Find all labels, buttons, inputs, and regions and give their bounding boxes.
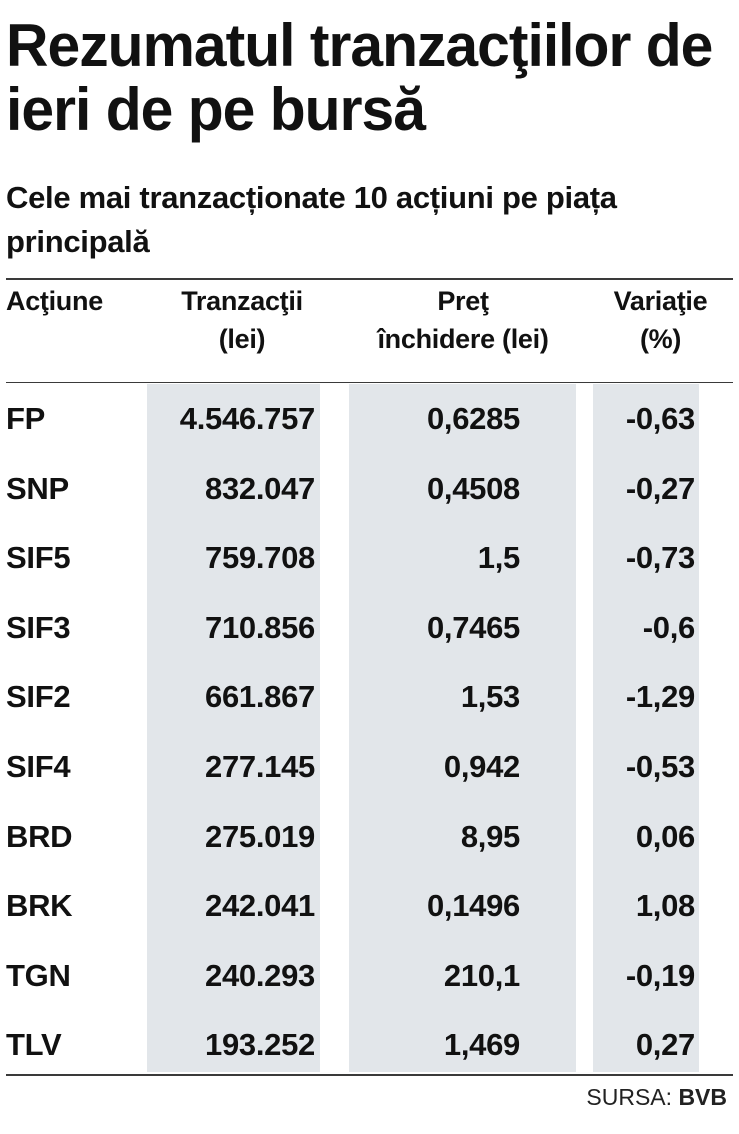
cell-change: -0,73 [625, 540, 695, 576]
cell-value: 4.546.757 [179, 401, 316, 436]
cell-symbol: SNP [6, 470, 69, 506]
header-tranzactii-line2: (lei) [218, 324, 266, 354]
header-actiune: Acţiune [6, 282, 103, 320]
cell-value: 832.047 [205, 470, 315, 506]
table-row: SIF2 661.867 1,53 -1,29 [0, 664, 739, 734]
table-row: FP 4.546.757 0,6285 -0,63 [0, 386, 739, 456]
transactions-table: Acţiune Tranzacţii (lei) Preţ închidere … [0, 282, 739, 1074]
cell-value: 242.041 [205, 888, 315, 924]
table-bottom-rule [6, 1074, 733, 1076]
header-variatie-line1: Variaţie [613, 286, 708, 316]
cell-symbol: BRK [6, 888, 73, 924]
cell-value: 275.019 [205, 818, 315, 854]
cell-symbol: FP [6, 401, 46, 436]
cell-price: 1,5 [477, 540, 521, 576]
cell-price: 0,1496 [426, 888, 520, 924]
column-shading-variatie [593, 384, 699, 1072]
source-note: SURSA: BVB [586, 1082, 727, 1112]
header-pret-line1: Preţ [437, 286, 489, 316]
table-row: SNP 832.047 0,4508 -0,27 [0, 456, 739, 526]
source-name: BVB [678, 1084, 727, 1110]
table-row: TGN 240.293 210,1 -0,19 [0, 943, 739, 1013]
cell-symbol: BRD [6, 818, 73, 854]
header-variatie-line2: (%) [639, 324, 682, 354]
cell-value: 661.867 [205, 679, 315, 715]
cell-value: 759.708 [205, 540, 315, 576]
cell-price: 1,469 [443, 1027, 520, 1063]
table-row: SIF4 277.145 0,942 -0,53 [0, 734, 739, 804]
cell-value: 277.145 [205, 748, 315, 784]
header-variatie: Variaţie (%) [588, 282, 733, 358]
cell-symbol: SIF5 [6, 540, 71, 576]
column-shading-pret [349, 384, 576, 1072]
header-pret-line2: închidere (lei) [377, 324, 549, 354]
table-top-rule [6, 278, 733, 280]
cell-change: 0,27 [635, 1027, 695, 1063]
table-row: TLV 193.252 1,469 0,27 [0, 1012, 739, 1082]
cell-value: 193.252 [205, 1027, 315, 1063]
cell-symbol: SIF3 [6, 609, 71, 645]
header-pret: Preţ închidere (lei) [338, 282, 588, 358]
cell-change: -0,53 [625, 748, 695, 784]
cell-change: 0,06 [635, 818, 695, 854]
cell-price: 0,942 [443, 748, 520, 784]
column-shading-tranzactii [147, 384, 320, 1072]
source-label: SURSA: [586, 1084, 673, 1110]
cell-price: 0,7465 [426, 609, 520, 645]
table-row: BRD 275.019 8,95 0,06 [0, 804, 739, 874]
cell-price: 210,1 [443, 957, 520, 993]
cell-price: 1,53 [460, 679, 520, 715]
cell-symbol: TLV [6, 1027, 62, 1063]
cell-change: -0,27 [625, 470, 695, 506]
cell-value: 240.293 [205, 957, 315, 993]
table-row: SIF3 710.856 0,7465 -0,6 [0, 595, 739, 665]
cell-price: 8,95 [460, 818, 520, 854]
page-subtitle: Cele mai tranzacționate 10 acțiuni pe pi… [6, 180, 617, 259]
table-body: FP 4.546.757 0,6285 -0,63 SNP 832.047 0,… [0, 386, 739, 1082]
cell-symbol: SIF2 [6, 679, 71, 715]
cell-symbol: TGN [6, 957, 71, 993]
cell-change: -0,19 [625, 957, 695, 993]
cell-change: -1,29 [625, 679, 695, 715]
cell-price: 0,6285 [426, 401, 520, 436]
cell-price: 0,4508 [426, 470, 520, 506]
header-divider [6, 382, 733, 383]
cell-value: 710.856 [205, 609, 315, 645]
cell-change: -0,63 [625, 401, 695, 436]
cell-symbol: SIF4 [6, 748, 71, 784]
header-actiune-line1: Acţiune [6, 286, 103, 316]
header-tranzactii: Tranzacţii (lei) [154, 282, 330, 358]
header-tranzactii-line1: Tranzacţii [181, 286, 303, 316]
table-row: BRK 242.041 0,1496 1,08 [0, 873, 739, 943]
table-row: SIF5 759.708 1,5 -0,73 [0, 525, 739, 595]
cell-change: 1,08 [635, 888, 695, 924]
cell-change: -0,6 [642, 609, 696, 645]
page-title: Rezumatul tranzacţiilor de ieri de pe bu… [6, 12, 713, 143]
